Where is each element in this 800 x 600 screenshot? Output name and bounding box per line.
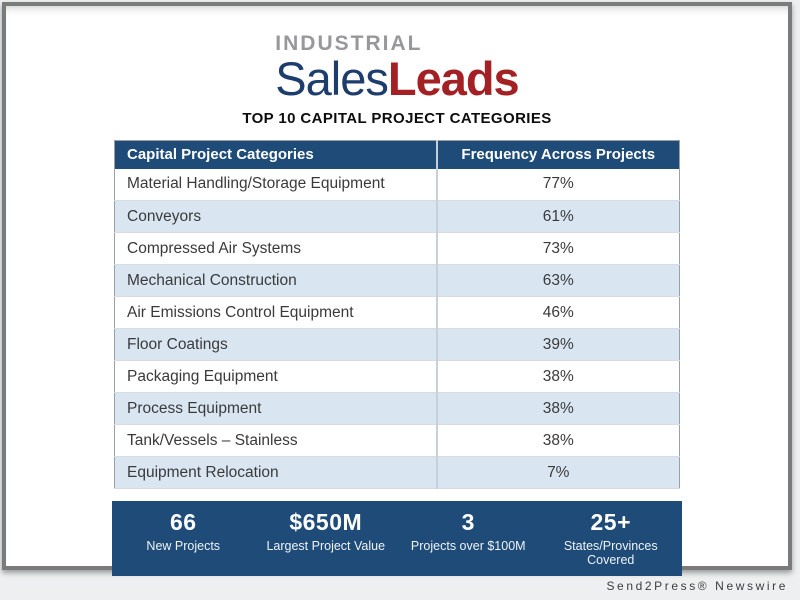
frequency-cell: 38%: [435, 360, 680, 394]
page-title: TOP 10 CAPITAL PROJECT CATEGORIES: [242, 110, 552, 128]
stat-label: States/Provinces Covered: [563, 539, 658, 568]
frequency-cell: 73%: [435, 232, 680, 266]
category-cell: Mechanical Construction: [114, 264, 437, 298]
frequency-cell: 77%: [435, 168, 680, 202]
stat-label: New Projects: [146, 539, 221, 554]
category-cell: Tank/Vessels – Stainless: [114, 424, 437, 458]
category-cell: Equipment Relocation: [114, 456, 437, 490]
stat-label: Projects over $100M: [410, 539, 526, 554]
stat-label: Largest Project Value: [266, 539, 386, 554]
logo-leads-part: Leads: [387, 52, 520, 106]
frequency-cell: 38%: [435, 424, 680, 458]
frequency-cell: 38%: [435, 392, 680, 426]
stat-largest-project-value: $650M Largest Project Value: [255, 509, 398, 567]
categories-table: Capital Project Categories Frequency Acr…: [114, 140, 680, 490]
infographic-card: INDUSTRIAL SalesLeads TOP 10 CAPITAL PRO…: [2, 2, 792, 577]
stat-value: 3: [461, 509, 475, 536]
frequency-cell: 7%: [435, 456, 680, 490]
logo: INDUSTRIAL SalesLeads TOP 10 CAPITAL PRO…: [6, 6, 788, 127]
summary-stats-bar: 66 New Projects $650M Largest Project Va…: [112, 501, 683, 577]
logo-industrial-text: INDUSTRIAL: [275, 32, 423, 55]
category-cell: Air Emissions Control Equipment: [114, 296, 437, 330]
stat-projects-over-100m: 3 Projects over $100M: [397, 509, 540, 567]
table-row: Conveyors 61%: [114, 200, 680, 234]
frequency-cell: 61%: [435, 200, 680, 234]
table-row: Equipment Relocation 7%: [114, 456, 680, 490]
table-row: Mechanical Construction 63%: [114, 264, 680, 298]
category-cell: Conveyors: [114, 200, 437, 234]
frequency-cell: 39%: [435, 328, 680, 362]
column-header-category: Capital Project Categories: [114, 140, 437, 169]
table-row: Packaging Equipment 38%: [114, 360, 680, 394]
logo-sales-part: Sales: [275, 52, 389, 106]
category-cell: Process Equipment: [114, 392, 437, 426]
stat-value: 66: [169, 509, 197, 536]
category-cell: Compressed Air Systems: [114, 232, 437, 266]
table-row: Compressed Air Systems 73%: [114, 232, 680, 266]
newswire-watermark: Send2Press® Newswire: [606, 579, 788, 593]
column-header-frequency: Frequency Across Projects: [435, 140, 680, 169]
table-header-row: Capital Project Categories Frequency Acr…: [114, 140, 680, 169]
categories-table-wrap: Capital Project Categories Frequency Acr…: [114, 140, 680, 490]
logo-salesleads-text: SalesLeads: [275, 52, 520, 106]
stat-value: 25+: [590, 509, 631, 536]
table-row: Process Equipment 38%: [114, 392, 680, 426]
table-row: Air Emissions Control Equipment 46%: [114, 296, 680, 330]
table-row: Floor Coatings 39%: [114, 328, 680, 362]
category-cell: Floor Coatings: [114, 328, 437, 362]
stat-states-provinces: 25+ States/Provinces Covered: [540, 509, 683, 567]
category-cell: Packaging Equipment: [114, 360, 437, 394]
stat-new-projects: 66 New Projects: [112, 509, 255, 567]
table-row: Material Handling/Storage Equipment 77%: [114, 168, 680, 202]
table-row: Tank/Vessels – Stainless 38%: [114, 424, 680, 458]
category-cell: Material Handling/Storage Equipment: [114, 168, 437, 202]
frequency-cell: 46%: [435, 296, 680, 330]
stat-value: $650M: [289, 509, 363, 536]
frequency-cell: 63%: [435, 264, 680, 298]
